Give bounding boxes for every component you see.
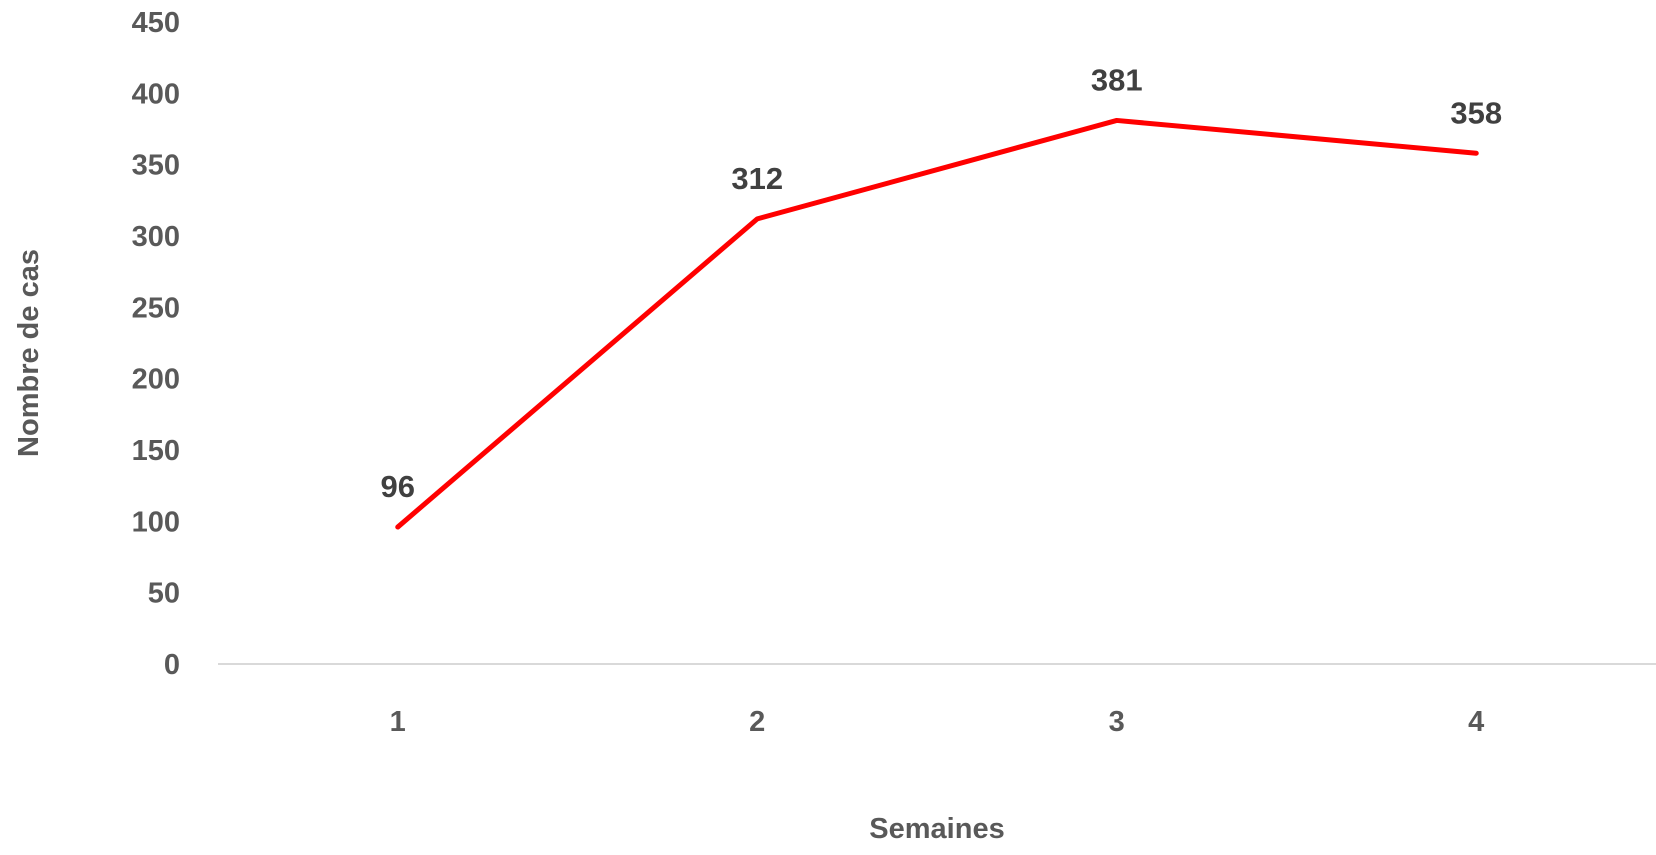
y-tick-label: 200	[132, 364, 180, 396]
x-tick-label: 1	[390, 706, 406, 738]
data-label: 381	[1091, 62, 1143, 97]
y-tick-label: 400	[132, 78, 180, 110]
x-tick-label: 2	[749, 706, 765, 738]
y-axis-title: Nombre de cas	[13, 249, 45, 457]
x-axis-title: Semaines	[869, 813, 1004, 845]
series-line	[395, 117, 1479, 530]
data-label: 312	[731, 161, 783, 196]
y-tick-label: 150	[132, 435, 180, 467]
y-tick-label: 250	[132, 292, 180, 324]
x-axis-ticks: 1 2 3 4	[390, 706, 1485, 738]
x-tick-label: 4	[1468, 706, 1484, 738]
y-tick-label: 50	[148, 578, 180, 610]
data-label: 96	[381, 469, 415, 504]
data-labels: 96 312 381 358	[381, 62, 1503, 504]
y-tick-label: 100	[132, 506, 180, 538]
y-tick-label: 350	[132, 150, 180, 182]
x-tick-label: 3	[1109, 706, 1125, 738]
y-tick-label: 0	[164, 649, 180, 681]
y-tick-label: 450	[132, 7, 180, 39]
y-axis-ticks: 0 50 100 150 200 250 300 350 400 450	[132, 7, 180, 681]
data-label: 358	[1450, 95, 1502, 130]
y-tick-label: 300	[132, 221, 180, 253]
